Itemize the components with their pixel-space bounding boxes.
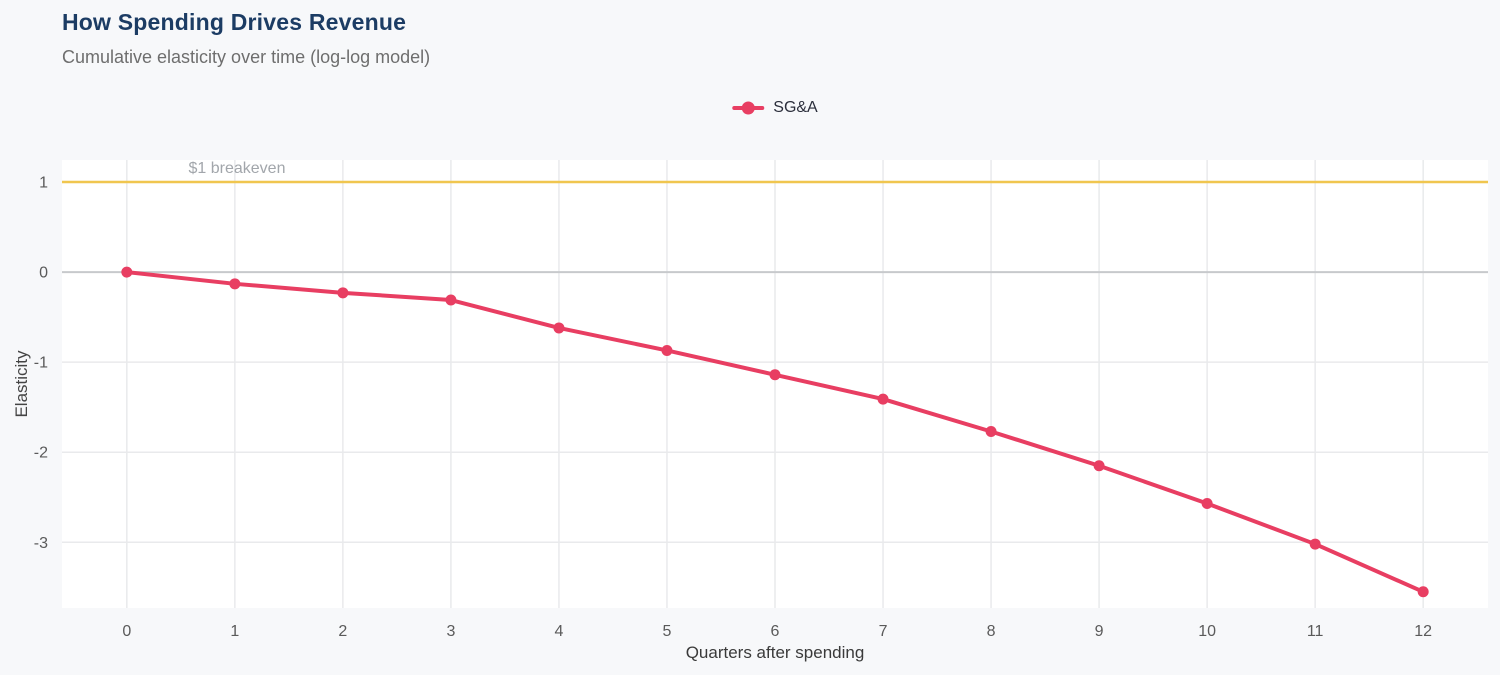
data-point-q2[interactable] xyxy=(337,287,349,299)
y-tick-label: 1 xyxy=(39,175,48,192)
y-tick-label: -1 xyxy=(34,355,48,372)
x-tick-label: 0 xyxy=(122,623,131,640)
data-point-q12[interactable] xyxy=(1417,586,1429,598)
data-point-q0[interactable] xyxy=(121,266,133,278)
x-tick-label: 3 xyxy=(446,623,455,640)
x-axis-title: Quarters after spending xyxy=(685,643,865,662)
x-tick-label: 7 xyxy=(879,623,888,640)
data-point-q8[interactable] xyxy=(985,426,997,438)
y-tick-label: -2 xyxy=(34,445,48,462)
data-point-q10[interactable] xyxy=(1201,498,1213,510)
data-point-q4[interactable] xyxy=(553,322,565,334)
legend-line-marker-icon xyxy=(732,101,765,115)
y-tick-label: 0 xyxy=(39,265,48,282)
legend-label: SG&A xyxy=(773,99,818,116)
y-tick-label: -3 xyxy=(34,535,48,552)
x-tick-label: 6 xyxy=(771,623,780,640)
x-tick-label: 4 xyxy=(554,623,563,640)
data-point-q5[interactable] xyxy=(661,344,673,356)
x-tick-label: 2 xyxy=(338,623,347,640)
data-point-q7[interactable] xyxy=(877,393,889,405)
x-tick-label: 12 xyxy=(1414,623,1432,640)
x-tick-label: 11 xyxy=(1307,623,1324,640)
chart-title: How Spending Drives Revenue xyxy=(62,9,407,35)
x-tick-label: 8 xyxy=(987,623,996,640)
x-tick-label: 1 xyxy=(230,623,239,640)
data-point-q1[interactable] xyxy=(229,278,241,290)
y-axis-title: Elasticity xyxy=(12,350,31,418)
x-tick-label: 5 xyxy=(663,623,672,640)
chart-subtitle: Cumulative elasticity over time (log-log… xyxy=(62,47,431,67)
legend-item-sga[interactable]: SG&A xyxy=(732,99,818,117)
legend: SG&A xyxy=(732,99,818,117)
breakeven-annotation: $1 breakeven xyxy=(188,160,286,177)
data-point-q9[interactable] xyxy=(1093,460,1105,472)
x-tick-label: 9 xyxy=(1095,623,1104,640)
x-tick-label: 10 xyxy=(1198,623,1216,640)
data-point-q6[interactable] xyxy=(769,369,781,381)
data-point-q11[interactable] xyxy=(1309,538,1321,550)
data-point-q3[interactable] xyxy=(445,294,457,306)
